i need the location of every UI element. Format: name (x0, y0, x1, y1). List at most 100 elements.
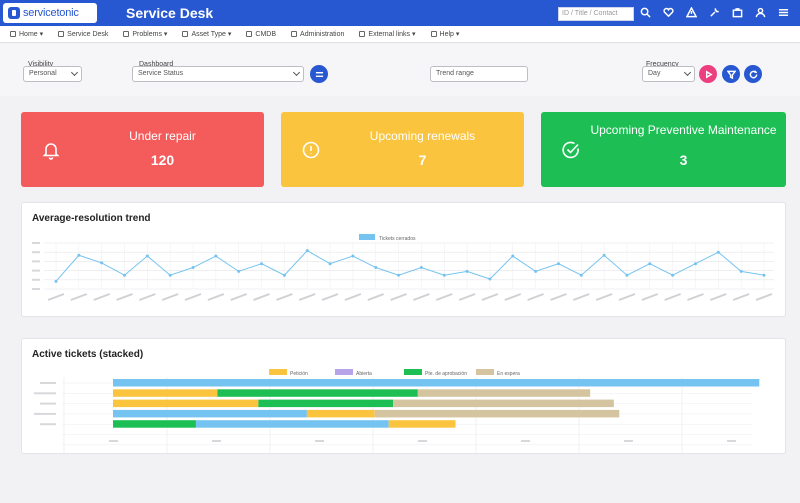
lightning-icon (123, 31, 130, 37)
x-tick-label (709, 293, 727, 301)
heart-icon[interactable] (661, 5, 676, 20)
x-tick-label (344, 293, 362, 301)
chevron-down-icon (683, 68, 692, 77)
legend: Tickets cerrados (359, 234, 416, 242)
filter-button[interactable] (722, 65, 740, 83)
card-title: Upcoming renewals (369, 129, 476, 143)
upcoming-renewals-card[interactable]: Upcoming renewals 7 (281, 112, 524, 187)
refresh-icon (749, 70, 757, 78)
legend-swatch (359, 234, 375, 240)
x-tick-label (212, 440, 221, 442)
data-point (602, 253, 606, 257)
dashboard-select[interactable]: Service Status (132, 66, 304, 82)
legend-swatch (269, 369, 287, 375)
search-icon[interactable] (638, 5, 653, 20)
data-point (739, 269, 743, 273)
data-point (488, 277, 492, 281)
data-point (534, 269, 538, 273)
x-tick-label (572, 293, 590, 301)
x-tick-label (732, 293, 750, 301)
data-point (671, 273, 675, 277)
card-title: Upcoming Preventive Maintenance (590, 123, 777, 137)
nav-asset-type[interactable]: Asset Type ▾ (182, 30, 231, 38)
y-tick-label (32, 278, 40, 281)
legend-label: Tickets cerrados (379, 236, 416, 242)
frequency-value: Day (648, 70, 661, 77)
preventive-maintenance-card[interactable]: Upcoming Preventive Maintenance 3 (541, 112, 786, 187)
check-circle-icon (561, 140, 581, 160)
under-repair-card[interactable]: Under repair 120 (21, 112, 264, 187)
nav-external-links[interactable]: External links ▾ (359, 30, 416, 38)
visibility-select[interactable]: Personal (23, 66, 82, 82)
data-point (419, 266, 423, 270)
bar-segment (113, 379, 760, 387)
home-icon (10, 31, 16, 37)
legend-label: Pte. de aprobación (425, 371, 467, 377)
x-tick-label (207, 293, 225, 301)
bar-segment (113, 420, 196, 428)
data-point (123, 273, 127, 277)
trend-range-text: Trend range (436, 70, 474, 77)
warning-icon[interactable] (684, 5, 699, 20)
nav-help[interactable]: Help ▾ (430, 30, 459, 38)
x-tick-label (687, 293, 704, 301)
bar-segment (195, 420, 389, 428)
app-title: Service Desk (126, 5, 214, 21)
dashboard-settings-button[interactable] (310, 65, 328, 83)
x-tick-label (47, 293, 65, 301)
x-tick-label (641, 293, 659, 301)
y-tick-label (34, 412, 56, 415)
play-icon (705, 70, 713, 78)
nav-home[interactable]: Home ▾ (10, 30, 43, 38)
data-point (260, 262, 264, 266)
data-point (77, 253, 81, 257)
visibility-value: Personal (29, 70, 57, 77)
bell-icon (41, 140, 61, 160)
data-point (556, 262, 560, 266)
data-point (625, 273, 629, 277)
bar-segment (217, 389, 418, 397)
chevron-down-icon (70, 68, 79, 77)
nav-cmdb[interactable]: CMDB (246, 31, 276, 38)
briefcase-icon[interactable] (730, 5, 745, 20)
search-input[interactable]: ID / Title / Contact (558, 7, 634, 21)
nav-administration[interactable]: Administration (291, 31, 344, 38)
x-tick-label (624, 440, 633, 442)
desktop-icon (246, 31, 253, 37)
stacked-title: Active tickets (stacked) (32, 349, 144, 360)
x-tick-label (481, 293, 499, 301)
menu-icon[interactable] (776, 5, 791, 20)
wrench-icon[interactable] (707, 5, 722, 20)
x-tick-label (413, 293, 430, 301)
trend-range-input[interactable]: Trend range (430, 66, 528, 82)
x-tick-label (109, 440, 118, 442)
stacked-chart: Petición Abierta Pte. de aprobación En espe… (34, 369, 760, 455)
stacked-panel: Active tickets (stacked) Petición Abierta… (21, 338, 786, 455)
x-tick-label (139, 293, 156, 301)
play-button[interactable] (699, 65, 717, 83)
alert-circle-icon (301, 140, 321, 160)
nav-problems[interactable]: Problems ▾ (123, 30, 167, 38)
data-point (214, 254, 218, 258)
x-tick-label (664, 293, 681, 301)
legend-swatch (476, 369, 494, 375)
x-tick-label (315, 440, 324, 442)
nav-service-desk[interactable]: Service Desk (58, 31, 108, 38)
user-icon[interactable] (753, 5, 768, 20)
y-tick-label (32, 242, 40, 244)
sliders-icon (315, 71, 323, 77)
filter-bar: Visibility Personal Dashboard Service St… (0, 44, 800, 96)
series-line (55, 250, 765, 282)
x-tick-label (116, 293, 133, 301)
logo[interactable]: servicetonic (3, 3, 97, 23)
x-tick-label (521, 440, 530, 442)
data-point (305, 249, 309, 253)
refresh-button[interactable] (744, 65, 762, 83)
y-tick-label (32, 288, 40, 290)
bar-segment (306, 409, 375, 418)
frequency-select[interactable]: Day (642, 66, 695, 82)
monitor-icon (58, 31, 65, 37)
filter-icon (726, 70, 736, 79)
dashboard-value: Service Status (138, 70, 184, 77)
bar-segment (113, 409, 307, 418)
